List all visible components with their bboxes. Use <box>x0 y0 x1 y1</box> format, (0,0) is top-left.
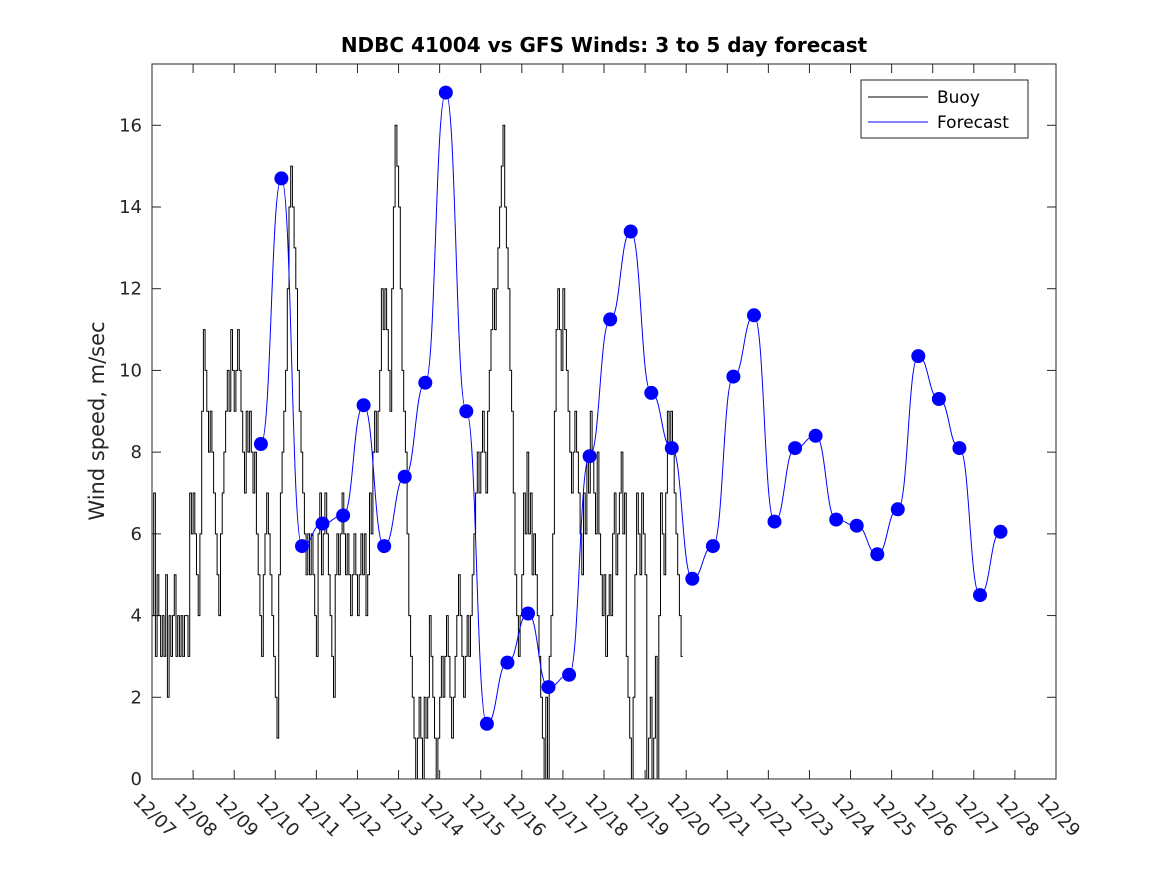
forecast-series <box>253 85 1008 731</box>
forecast-point <box>562 667 577 682</box>
forecast-point <box>603 312 618 327</box>
axis-ticks <box>151 64 1057 780</box>
legend-buoy-label: Buoy <box>937 88 980 108</box>
forecast-point <box>993 524 1008 539</box>
forecast-point <box>767 514 782 529</box>
forecast-point <box>788 441 803 456</box>
y-tick-labels: 0 2 4 6 8 10 12 14 16 <box>119 115 142 790</box>
y-tick-label: 16 <box>119 115 142 136</box>
forecast-point <box>459 404 474 419</box>
y-tick-label: 0 <box>131 769 142 790</box>
forecast-point <box>747 308 761 323</box>
forecast-point <box>870 547 885 562</box>
forecast-point <box>890 502 905 517</box>
plot-area <box>152 64 1056 779</box>
forecast-point <box>952 441 967 456</box>
forecast-point <box>418 375 433 390</box>
forecast-point <box>849 518 864 533</box>
forecast-point <box>315 516 330 531</box>
y-tick-label: 4 <box>131 606 142 627</box>
forecast-point <box>582 449 597 464</box>
forecast-point <box>911 349 926 364</box>
y-tick-label: 2 <box>131 687 142 708</box>
y-tick-label: 14 <box>119 197 142 218</box>
y-tick-label: 12 <box>119 279 142 300</box>
forecast-point <box>973 588 987 603</box>
forecast-point <box>438 85 453 100</box>
forecast-point <box>685 571 700 586</box>
legend-forecast-label: Forecast <box>937 113 1009 133</box>
y-tick-label: 10 <box>119 360 142 381</box>
y-tick-label: 6 <box>131 524 142 545</box>
forecast-point <box>705 539 720 554</box>
y-tick-label: 8 <box>131 442 142 463</box>
forecast-point <box>397 469 412 484</box>
forecast-point <box>808 428 823 443</box>
forecast-point <box>521 606 535 621</box>
forecast-point <box>479 716 494 731</box>
forecast-point <box>829 512 844 527</box>
buoy-line <box>152 124 683 780</box>
forecast-point <box>541 680 556 695</box>
buoy-series <box>152 124 683 780</box>
legend: Buoy Forecast <box>860 79 1029 139</box>
forecast-point <box>644 385 659 400</box>
forecast-point <box>356 398 371 413</box>
forecast-point <box>500 655 515 670</box>
forecast-point <box>377 539 392 554</box>
forecast-point <box>295 539 309 554</box>
forecast-point <box>623 224 638 239</box>
forecast-point <box>253 437 268 451</box>
forecast-point <box>931 392 946 406</box>
forecast-point <box>726 369 741 384</box>
forecast-point <box>336 508 351 523</box>
plot-frame <box>151 63 1057 780</box>
y-axis-label: Wind speed, m/sec <box>85 321 109 520</box>
chart-title: NDBC 41004 vs GFS Winds: 3 to 5 day fore… <box>341 33 868 57</box>
forecast-point <box>274 171 289 186</box>
legend-box <box>860 79 1029 139</box>
forecast-point <box>664 441 679 456</box>
